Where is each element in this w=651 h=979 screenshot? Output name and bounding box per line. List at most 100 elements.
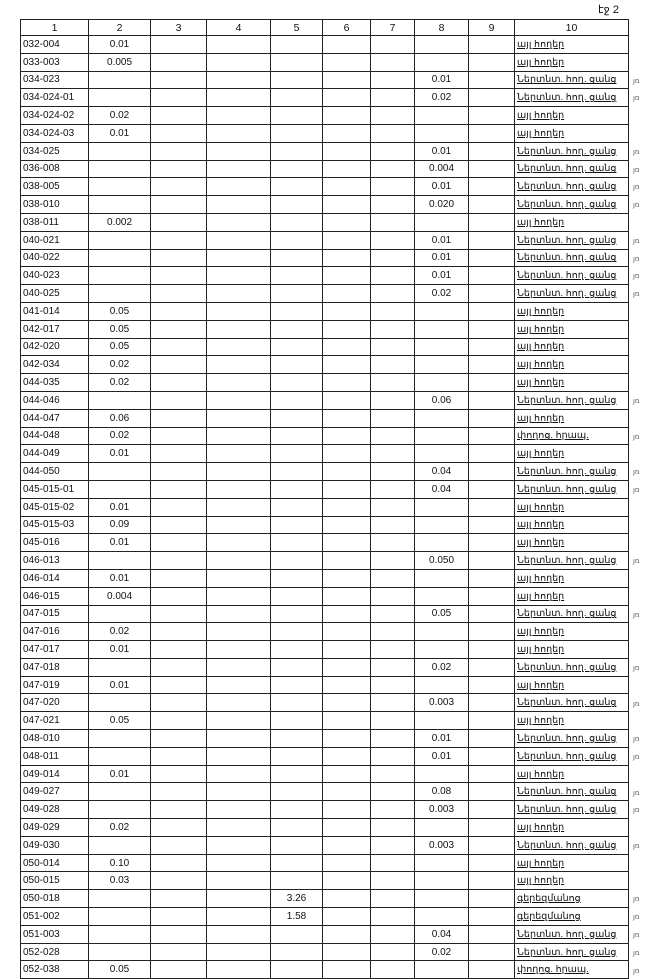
area-value-col5: 3.26	[270, 889, 323, 909]
margin-mark: յռ	[633, 184, 640, 192]
parcel-code: 048-010	[20, 729, 89, 748]
margin-mark: յռ	[633, 166, 640, 174]
empty-cell	[322, 123, 371, 143]
empty-cell	[370, 266, 415, 286]
land-parcel-table: 1 2 3 4 5 6 7 8 9 10 032-004 0.01 այլ հողեր 033-003 0…	[20, 19, 629, 979]
empty-cell	[468, 942, 515, 962]
column-header-3: 3	[150, 19, 207, 36]
area-value-col2	[88, 800, 151, 820]
empty-cell	[206, 604, 271, 624]
empty-cell	[468, 106, 515, 125]
area-value-col2	[88, 693, 151, 713]
margin-mark: յռ	[633, 433, 640, 441]
empty-cell	[150, 426, 207, 446]
land-type: Ներտնտ. հող. ցանց	[514, 390, 629, 410]
land-type: այլ հողեր	[514, 337, 629, 357]
area-value-col2	[88, 230, 151, 250]
parcel-code: 047-015	[20, 604, 89, 624]
empty-cell	[468, 373, 515, 392]
empty-cell	[322, 533, 371, 553]
area-value-col5	[270, 35, 323, 54]
margin-mark: յռ	[633, 896, 640, 904]
parcel-code: 045-015-02	[20, 497, 89, 517]
land-type: Ներտնտ. հող. ցանց	[514, 88, 629, 108]
area-value-col8	[414, 907, 469, 926]
parcel-code: 052-028	[20, 942, 89, 962]
empty-cell	[370, 835, 415, 855]
area-value-col8: 0.02	[414, 657, 469, 677]
area-value-col2	[88, 604, 151, 624]
land-type: այլ հողեր	[514, 355, 629, 375]
empty-cell	[370, 693, 415, 713]
area-value-col2: 0.05	[88, 301, 151, 321]
empty-cell	[322, 782, 371, 802]
parcel-code: 040-023	[20, 266, 89, 286]
empty-cell	[370, 533, 415, 553]
empty-cell	[322, 444, 371, 464]
area-value-col8	[414, 515, 469, 535]
land-type: Ներտնտ. հող. ցանց	[514, 800, 629, 820]
land-type: Ներտնտ. հող. ցանց	[514, 248, 629, 268]
table-row: 040-023 0.01 Ներտնտ. հող. ցանց	[20, 266, 629, 286]
margin-mark: յռ	[633, 273, 640, 281]
empty-cell	[468, 853, 515, 873]
land-type: այլ հողեր	[514, 818, 629, 837]
empty-cell	[150, 266, 207, 286]
area-value-col2	[88, 479, 151, 499]
area-value-col5	[270, 212, 323, 232]
table-row: 040-022 0.01 Ներտնտ. հող. ցանց	[20, 248, 629, 268]
margin-mark: յռ	[633, 665, 640, 672]
parcel-code: 050-014	[20, 853, 89, 873]
table-row: 034-024-01 0.02 Ներտնտ. հող. ցանց	[20, 88, 629, 108]
margin-mark: յռ	[633, 558, 640, 566]
margin-mark: յռ	[633, 914, 640, 922]
empty-cell	[150, 871, 207, 891]
table-row: 044-048 0.02 փողոց. հրապ.	[20, 426, 629, 446]
area-value-col5	[270, 729, 323, 748]
area-value-col2	[88, 889, 151, 909]
area-value-col8: 0.02	[414, 942, 469, 962]
table-row: 050-014 0.10 այլ հողեր	[20, 853, 629, 873]
empty-cell	[322, 746, 371, 766]
area-value-col5: 1.58	[270, 907, 323, 926]
column-header-7: 7	[370, 19, 415, 36]
area-value-col8	[414, 355, 469, 375]
empty-cell	[150, 88, 207, 108]
area-value-col5	[270, 942, 323, 962]
column-header-4: 4	[206, 19, 271, 36]
empty-cell	[150, 177, 207, 197]
parcel-code: 046-014	[20, 568, 89, 588]
area-value-col5	[270, 497, 323, 517]
area-value-col8	[414, 818, 469, 837]
margin-mark: յռ	[633, 843, 640, 850]
table-row: 045-015-03 0.09 այլ հողեր	[20, 515, 629, 535]
table-row: 047-015 0.05 Ներտնտ. հող. ցանց	[20, 604, 629, 624]
area-value-col2: 0.01	[88, 764, 151, 784]
column-header-9: 9	[468, 19, 515, 36]
empty-cell	[370, 35, 415, 54]
land-type: այլ հողեր	[514, 640, 629, 659]
area-value-col5	[270, 746, 323, 766]
land-type: այլ հողեր	[514, 106, 629, 125]
table-row: 042-017 0.05 այլ հողեր	[20, 319, 629, 339]
land-type: Ներտնտ. հող. ցանց	[514, 729, 629, 748]
area-value-col5	[270, 871, 323, 891]
parcel-code: 047-016	[20, 622, 89, 642]
land-type: Ներտնտ. հող. ցանց	[514, 284, 629, 303]
parcel-code: 034-024-01	[20, 88, 89, 108]
area-value-col2: 0.05	[88, 337, 151, 357]
parcel-code: 050-015	[20, 871, 89, 891]
empty-cell	[322, 52, 371, 72]
empty-cell	[468, 141, 515, 161]
empty-cell	[370, 444, 415, 464]
area-value-col2: 0.02	[88, 106, 151, 125]
land-type: այլ հողեր	[514, 497, 629, 517]
area-value-col2	[88, 657, 151, 677]
empty-cell	[150, 907, 207, 926]
empty-cell	[206, 212, 271, 232]
empty-cell	[370, 230, 415, 250]
empty-cell	[468, 248, 515, 268]
empty-cell	[322, 373, 371, 392]
empty-cell	[322, 907, 371, 926]
margin-mark: յռ	[633, 789, 640, 797]
